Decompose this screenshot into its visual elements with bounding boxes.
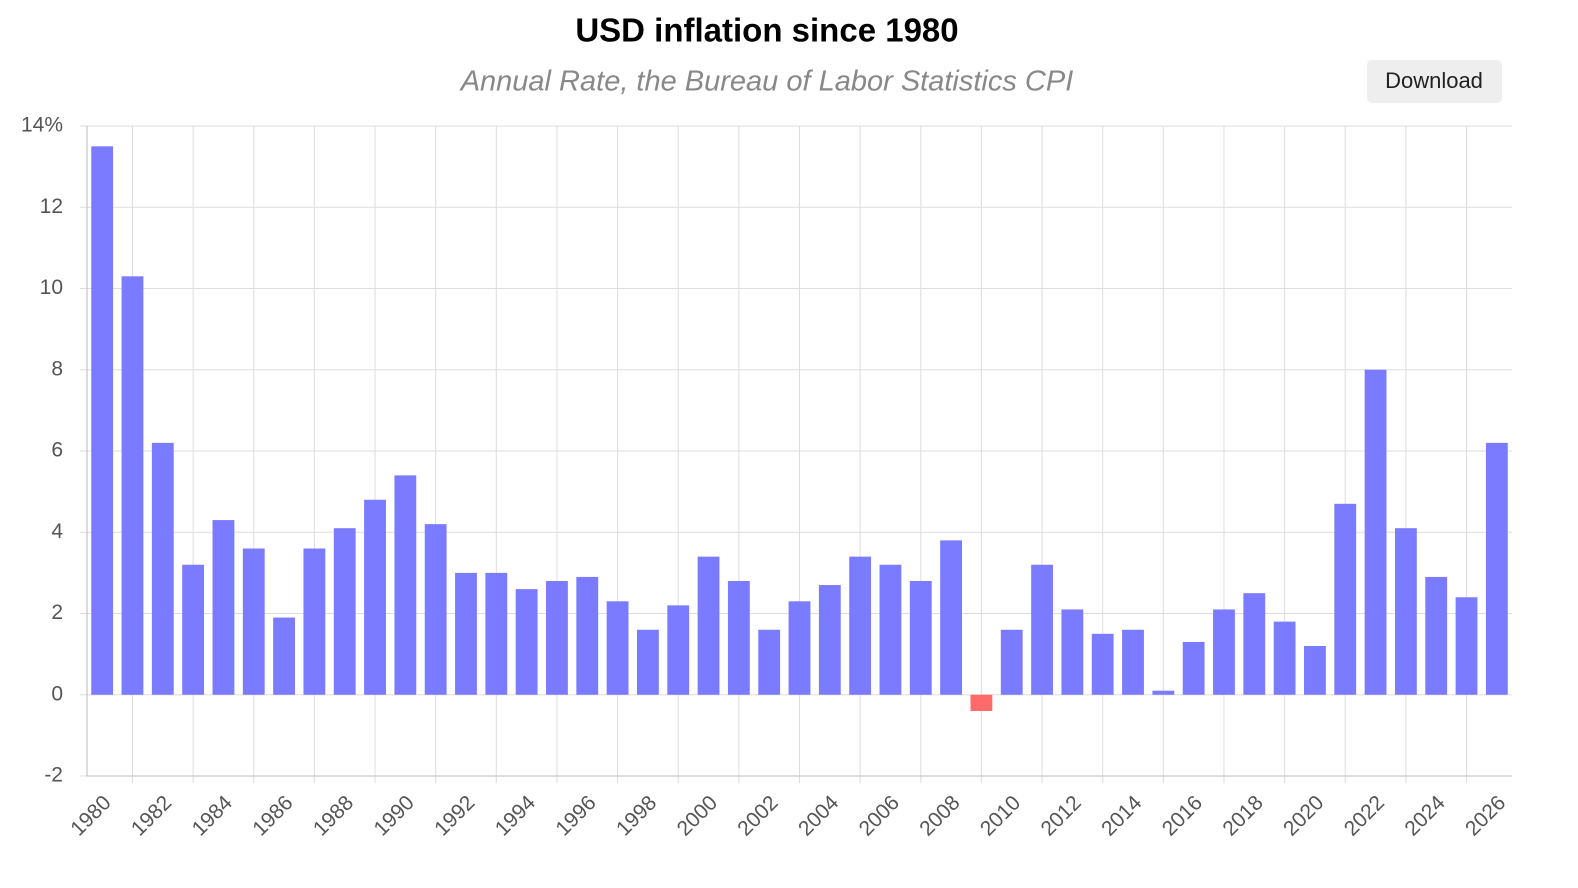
x-tick-label: 1980	[66, 791, 115, 840]
bar	[515, 589, 538, 695]
x-tick-label: 1982	[127, 791, 176, 840]
bar	[1334, 503, 1357, 695]
x-tick-label: 1992	[430, 791, 479, 840]
x-tick-label: 2016	[1158, 791, 1207, 840]
bar	[879, 564, 902, 695]
chart-title: USD inflation since 1980	[575, 12, 958, 49]
x-tick-label: 2002	[733, 791, 782, 840]
bar	[970, 694, 993, 711]
x-tick-label: 2010	[976, 791, 1025, 840]
download-button[interactable]: Download	[1367, 60, 1502, 103]
bar	[1031, 564, 1053, 695]
bar	[364, 499, 386, 695]
y-tick-label: 4	[51, 520, 63, 543]
bar	[303, 548, 326, 695]
x-tick-label: 2026	[1461, 791, 1510, 840]
button-bg[interactable]	[1367, 60, 1502, 103]
bar	[1243, 593, 1266, 695]
bar	[1485, 442, 1508, 695]
bar	[1152, 690, 1175, 695]
x-tick-label: 2004	[794, 791, 844, 841]
x-tick-label: 1986	[248, 791, 297, 840]
bar	[576, 576, 599, 695]
bar	[273, 617, 295, 695]
bar	[849, 556, 872, 695]
bar	[455, 572, 477, 695]
bar	[909, 581, 932, 695]
bar	[546, 581, 568, 695]
bar	[1213, 609, 1235, 695]
x-tick-label: 1984	[188, 791, 238, 841]
bar	[1182, 641, 1205, 695]
bar	[485, 572, 508, 695]
button-label[interactable]: Download	[1385, 68, 1483, 93]
bar	[424, 524, 447, 695]
x-tick-label: 1990	[370, 791, 419, 840]
y-tick-label: 2	[51, 601, 63, 624]
x-tick-label: 1988	[309, 791, 358, 840]
bar	[242, 548, 265, 695]
bar	[333, 528, 356, 695]
bar	[697, 556, 720, 695]
bar	[727, 581, 750, 695]
x-tick-label: 2020	[1279, 791, 1328, 840]
bar	[636, 629, 659, 695]
bar	[1273, 621, 1296, 695]
bar	[121, 276, 144, 695]
bar	[758, 629, 781, 695]
bar	[1455, 597, 1478, 695]
chart-subtitle: Annual Rate, the Bureau of Labor Statist…	[459, 66, 1074, 98]
bar	[91, 146, 114, 695]
bar	[1000, 629, 1023, 695]
y-tick-label: 8	[51, 357, 63, 380]
y-tick-label: 14%	[21, 114, 63, 137]
y-tick-label: 6	[51, 439, 63, 462]
x-tick-label: 1994	[491, 791, 541, 841]
bar	[606, 601, 629, 695]
x-tick-label: 2008	[915, 791, 964, 840]
x-tick-label: 2000	[673, 791, 722, 840]
x-tick-label: 2014	[1097, 791, 1147, 841]
bar	[1061, 609, 1084, 695]
bar	[151, 442, 174, 695]
bar	[1425, 576, 1448, 695]
bar	[940, 540, 963, 695]
y-tick-label: -2	[44, 764, 63, 787]
x-tick-label: 1998	[612, 791, 661, 840]
bar	[182, 564, 205, 695]
bar	[394, 475, 417, 695]
bar	[1364, 369, 1387, 695]
x-tick-label: 2012	[1037, 791, 1086, 840]
bar	[1304, 646, 1326, 695]
x-tick-label: 2024	[1400, 791, 1450, 841]
bar	[1394, 528, 1417, 695]
bar	[788, 601, 811, 695]
y-tick-label: 0	[51, 682, 63, 705]
x-tick-label: 1996	[551, 791, 600, 840]
bar	[818, 585, 841, 695]
y-tick-label: 12	[40, 195, 63, 218]
x-tick-label: 2006	[855, 791, 904, 840]
bar	[1122, 629, 1144, 695]
bar	[667, 605, 690, 695]
y-tick-label: 10	[40, 276, 63, 299]
bar	[1091, 633, 1114, 695]
bar	[212, 520, 235, 695]
x-tick-label: 2018	[1218, 791, 1267, 840]
x-tick-label: 2022	[1340, 791, 1389, 840]
